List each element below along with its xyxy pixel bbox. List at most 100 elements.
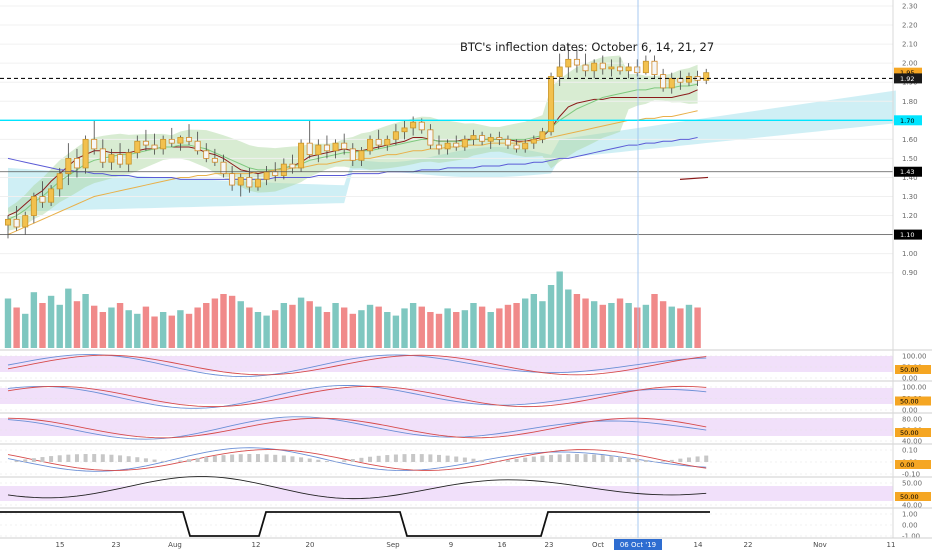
candle-body bbox=[651, 60, 658, 75]
candle-body bbox=[125, 152, 132, 165]
volume-bar bbox=[306, 301, 313, 348]
candle-body bbox=[91, 138, 98, 150]
histogram-bar bbox=[316, 459, 321, 462]
candle-body bbox=[22, 215, 29, 228]
candle-body bbox=[177, 137, 184, 144]
histogram-bar bbox=[126, 456, 131, 462]
candle-body bbox=[375, 138, 382, 146]
volume-bar bbox=[168, 315, 175, 348]
volume-bar bbox=[289, 304, 296, 348]
y-tick-label: 2.00 bbox=[902, 60, 918, 68]
volume-bar bbox=[453, 312, 460, 348]
candle-body bbox=[401, 127, 408, 133]
subpanel-badge bbox=[895, 460, 931, 469]
histogram-bar bbox=[626, 457, 631, 462]
histogram-bar bbox=[540, 455, 545, 462]
y-tick-label: 1.00 bbox=[902, 250, 918, 258]
volume-bar bbox=[384, 312, 391, 348]
candle-body bbox=[427, 129, 434, 146]
price-badge bbox=[894, 229, 922, 240]
volume-bar bbox=[99, 312, 107, 348]
subpanel-y-tick: 0.10 bbox=[902, 447, 918, 455]
candle-body bbox=[453, 142, 460, 148]
candle-body bbox=[703, 72, 710, 81]
overlay-line bbox=[7, 136, 698, 180]
y-tick-label: 1.50 bbox=[902, 155, 918, 163]
volume-bar bbox=[694, 307, 701, 348]
x-tick-label: 23 bbox=[545, 541, 554, 549]
volume-bar bbox=[530, 294, 538, 348]
subpanel-y-tick: 50.00 bbox=[902, 480, 922, 488]
volume-bar bbox=[4, 298, 12, 348]
candle-body bbox=[548, 76, 555, 133]
candle-body bbox=[220, 161, 227, 175]
candle-body bbox=[289, 163, 296, 169]
histogram-bar bbox=[661, 461, 666, 462]
volume-bar bbox=[220, 294, 227, 348]
volume-bar bbox=[134, 313, 141, 348]
y-tick-label: 2.10 bbox=[902, 41, 918, 49]
candle-body bbox=[573, 58, 580, 66]
histogram-bar bbox=[342, 460, 347, 462]
histogram-bar bbox=[281, 455, 286, 462]
volume-bar bbox=[159, 312, 167, 348]
price-badge-label: 1.70 bbox=[900, 117, 914, 125]
candle-body bbox=[444, 142, 451, 150]
price-badge bbox=[894, 115, 922, 126]
histogram-bar bbox=[23, 459, 28, 462]
panel-band bbox=[0, 356, 893, 372]
histogram-bar bbox=[92, 454, 97, 462]
subpanel-badge bbox=[895, 365, 931, 374]
subpanel-badge bbox=[895, 428, 931, 437]
candle-body bbox=[315, 144, 322, 155]
x-highlight-label: 06 Oct '19 bbox=[620, 541, 656, 549]
volume-bar bbox=[13, 307, 20, 348]
candle-body bbox=[48, 188, 55, 203]
histogram-bar bbox=[549, 454, 554, 462]
y-tick-label: 1.40 bbox=[902, 174, 918, 182]
volume-bar bbox=[211, 298, 219, 348]
volume-bar bbox=[30, 292, 38, 348]
histogram-bar bbox=[324, 461, 329, 462]
histogram-bar bbox=[557, 454, 562, 462]
histogram-bar bbox=[618, 456, 623, 462]
volume-bar bbox=[668, 306, 675, 348]
candle-body bbox=[642, 60, 649, 74]
candle-body bbox=[211, 157, 218, 163]
volume-bar bbox=[487, 312, 494, 348]
volume-bar bbox=[228, 295, 236, 348]
volume-bar bbox=[246, 307, 253, 348]
histogram-bar bbox=[643, 460, 648, 462]
y-tick-label: 0.90 bbox=[902, 269, 918, 277]
volume-bar bbox=[573, 294, 581, 348]
subpanel-badge bbox=[895, 492, 931, 501]
volume-bar bbox=[677, 308, 684, 348]
histogram-bar bbox=[566, 454, 571, 462]
candle-body bbox=[591, 62, 598, 72]
volume-bar bbox=[590, 301, 598, 348]
x-tick-label: Oct bbox=[592, 541, 604, 549]
candle-body bbox=[203, 150, 210, 159]
histogram-bar bbox=[187, 459, 192, 462]
candle-body bbox=[634, 66, 641, 74]
histogram-bar bbox=[704, 455, 709, 462]
subpanel-y-tick: 0.00 bbox=[902, 407, 918, 415]
histogram-bar bbox=[178, 460, 183, 462]
volume-bar bbox=[496, 308, 503, 348]
histogram-bar bbox=[635, 458, 640, 462]
horizontal-levels bbox=[0, 0, 893, 538]
histogram-bar bbox=[83, 454, 88, 462]
subpanel-badge bbox=[895, 396, 931, 406]
candle-body bbox=[229, 173, 236, 186]
indicator-line-2 bbox=[7, 417, 707, 439]
indicator-line-2 bbox=[7, 385, 707, 408]
histogram-bar bbox=[462, 457, 467, 462]
histogram-bar bbox=[359, 457, 364, 462]
volume-bar bbox=[116, 303, 124, 348]
candle-body bbox=[160, 138, 167, 150]
bollinger-band-area bbox=[8, 55, 698, 231]
volume-bar bbox=[47, 295, 55, 348]
candle-body bbox=[660, 74, 667, 89]
indicator-line-1 bbox=[7, 384, 707, 409]
histogram-bar bbox=[583, 454, 588, 462]
